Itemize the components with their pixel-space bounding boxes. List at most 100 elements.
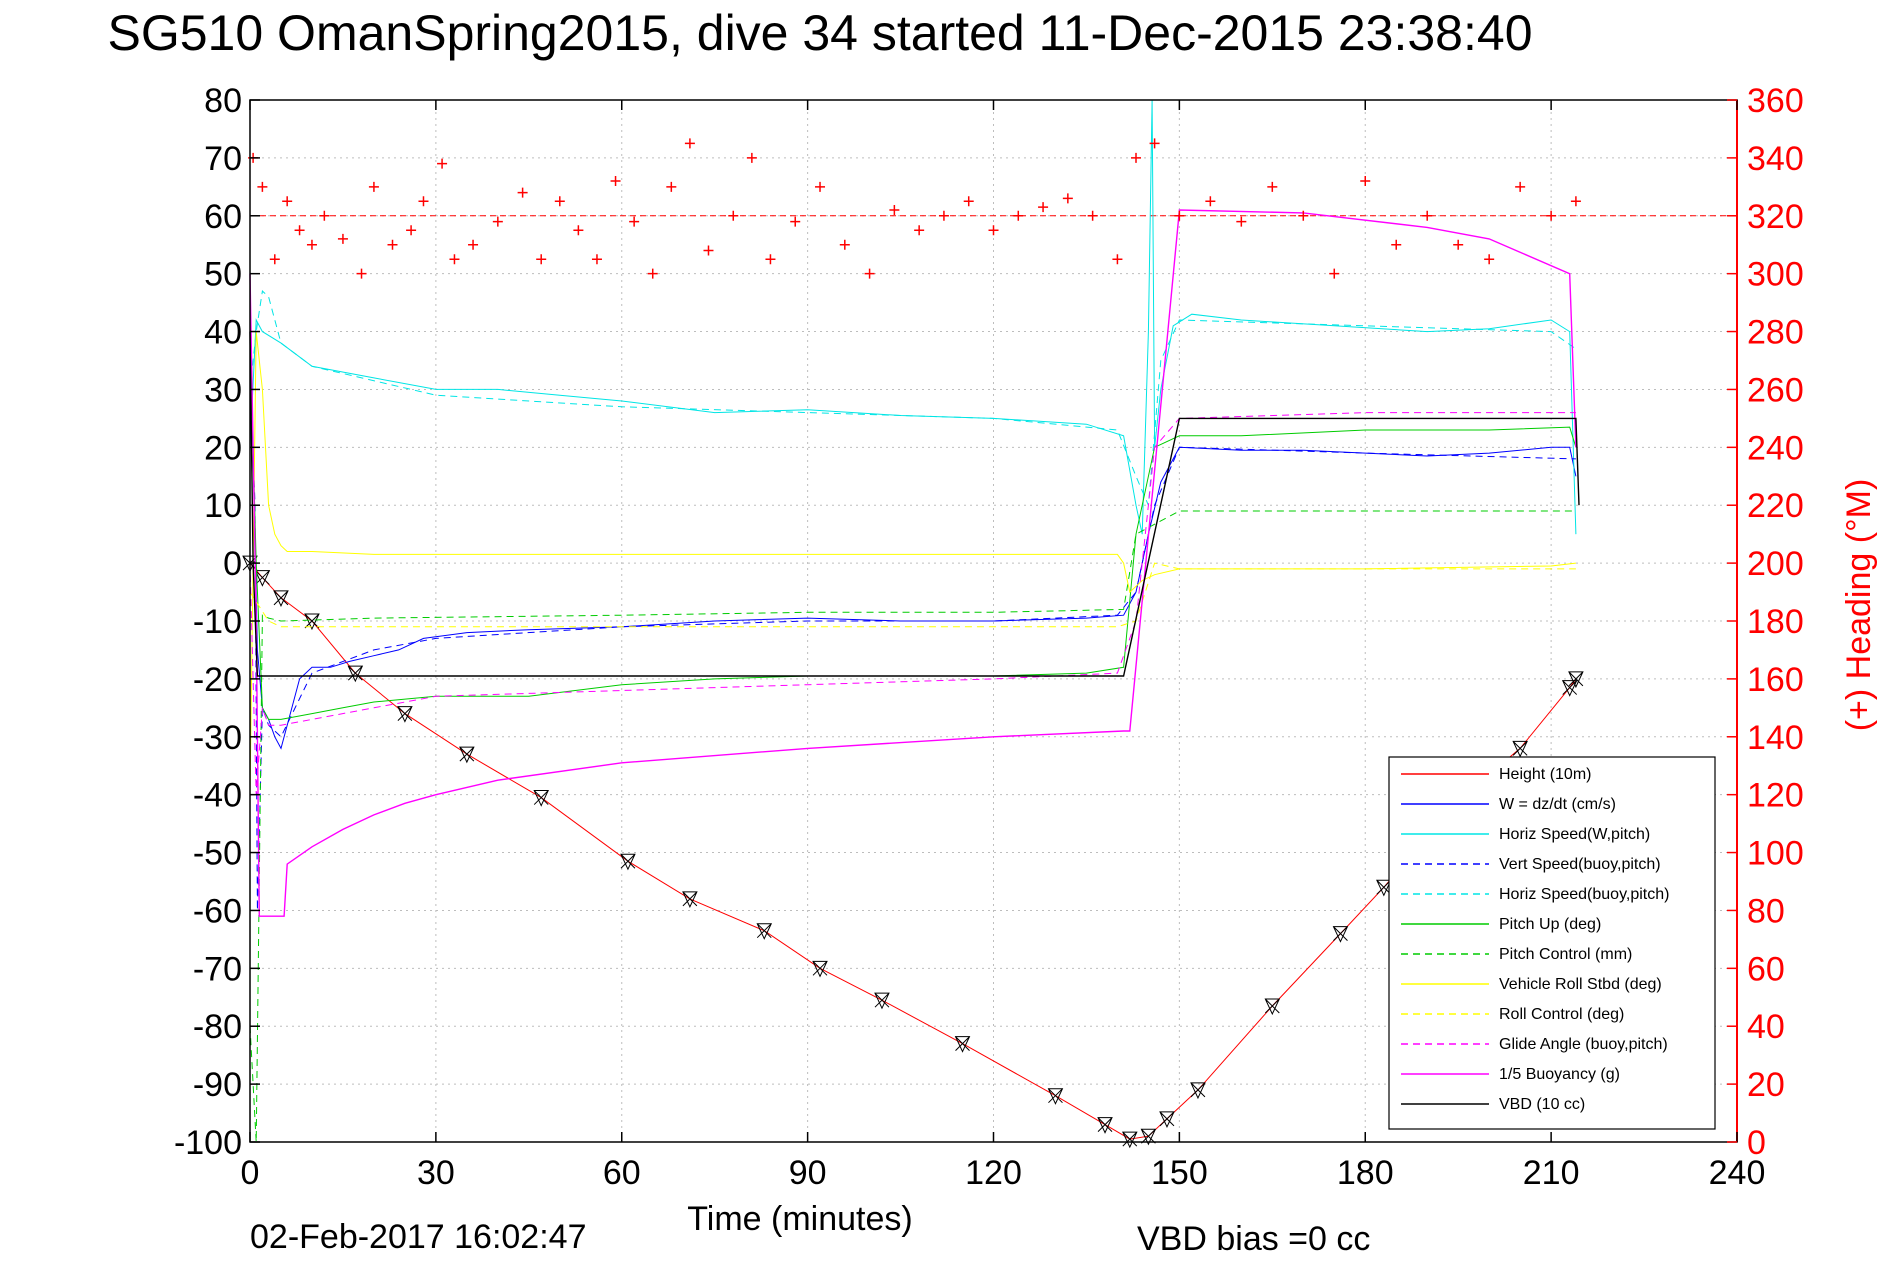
legend: Height (10m) W = dz/dt (cm/s) Horiz Speed(… (1388, 756, 1716, 1130)
footer-date: 02-Feb-2017 16:02:47 (250, 1218, 586, 1256)
height-marker (1512, 740, 1528, 758)
legend-item-label: Height (10m) (1499, 766, 1591, 783)
heading-point (573, 225, 584, 236)
chart-title: SG510 OmanSpring2015, dive 34 started 11… (108, 5, 1533, 61)
y-tick-label-left: 60 (204, 198, 242, 236)
y-tick-label-left: -60 (193, 892, 242, 930)
heading-point (647, 268, 658, 279)
heading-point (1422, 210, 1433, 221)
heading-point (282, 196, 293, 207)
y-tick-label-left: -40 (193, 777, 242, 815)
legend-item-label: Roll Control (deg) (1499, 1006, 1624, 1023)
height-marker (1190, 1082, 1206, 1100)
heading-point (963, 196, 974, 207)
height-marker (1097, 1117, 1113, 1134)
heading-point (1013, 210, 1024, 221)
x-axis-label: Time (minutes) (687, 1200, 912, 1238)
heading-point (356, 268, 367, 279)
series-vert-speed-buoy-pitch- (249, 360, 1576, 911)
heading-point (666, 181, 677, 192)
series-glide-angle-buoy-pitch- (249, 412, 1576, 795)
height-marker (273, 590, 289, 608)
grid (250, 100, 1737, 1142)
heading-point (368, 181, 379, 192)
heading-point (765, 254, 776, 265)
heading-point (703, 245, 714, 256)
heading-point (536, 254, 547, 265)
x-tick-label: 120 (965, 1154, 1022, 1192)
heading-point (839, 239, 850, 250)
heading-point (294, 225, 305, 236)
y-tick-label-right: 40 (1747, 1008, 1785, 1046)
y-tick-label-left: -80 (193, 1008, 242, 1046)
series-line (249, 331, 1580, 677)
series-line (249, 360, 1576, 911)
heading-point (610, 176, 621, 187)
height-marker (1264, 998, 1281, 1016)
heading-point (629, 216, 640, 227)
heading-point (684, 138, 695, 149)
heading-point (988, 225, 999, 236)
height-marker (1332, 926, 1349, 943)
heading-point (914, 225, 925, 236)
heading-point (418, 196, 429, 207)
heading-point (864, 268, 875, 279)
y-tick-label-right: 200 (1747, 545, 1804, 583)
y-tick-label-left: -90 (193, 1066, 242, 1104)
y-tick-label-left: 10 (204, 487, 242, 525)
heading-point (306, 239, 317, 250)
heading-point (319, 210, 330, 221)
y-tick-label-left: 20 (204, 429, 242, 467)
y-tick-label-right: 80 (1747, 892, 1785, 930)
x-tick-label: 0 (241, 1154, 260, 1192)
y-tick-label-left: -100 (174, 1124, 242, 1162)
x-tick-label: 240 (1709, 1154, 1766, 1192)
series-vehicle-roll-stbd-deg- (249, 331, 1576, 795)
height-marker (954, 1036, 971, 1053)
series-1-5-buoyancy-g- (249, 209, 1577, 917)
height-marker (397, 706, 413, 723)
y-tick-label-right: 240 (1747, 429, 1804, 467)
legend-item-label: Pitch Control (mm) (1499, 946, 1632, 963)
footer-vbd-bias: VBD bias =0 cc (1137, 1220, 1370, 1258)
height-marker (533, 790, 549, 807)
y-tick-label-left: -20 (193, 661, 242, 699)
height-marker (682, 891, 698, 909)
heading-point (406, 225, 417, 236)
y-tick-label-right: 120 (1747, 777, 1804, 815)
y-tick-label-left: 0 (223, 545, 242, 583)
heading-point (1038, 202, 1049, 213)
heading-point (1062, 193, 1073, 204)
heading-point (517, 187, 528, 198)
height-marker (756, 923, 773, 940)
heading-point (1112, 254, 1123, 265)
series-line (249, 331, 1576, 795)
heading-point (387, 239, 398, 250)
legend-item-label: VBD (10 cc) (1499, 1096, 1585, 1113)
legend-item-label: Glide Angle (buoy,pitch) (1499, 1036, 1668, 1053)
x-tick-label: 30 (417, 1154, 455, 1192)
y-tick-label-right: 300 (1747, 256, 1804, 294)
series-vbd-10-cc- (249, 331, 1580, 677)
heading-point (1546, 210, 1557, 221)
series-line (249, 209, 1577, 917)
legend-box (1388, 756, 1716, 1130)
heading-point (449, 254, 460, 265)
y-tick-label-right: 180 (1747, 603, 1804, 641)
heading-point (1149, 138, 1160, 149)
heading-point (269, 254, 280, 265)
y-tick-label-right: 20 (1747, 1066, 1785, 1104)
heading-point (1205, 196, 1216, 207)
height-marker (459, 746, 475, 764)
x-tick-label: 150 (1151, 1154, 1208, 1192)
series-pitch-control-mm- (249, 510, 1576, 1143)
heading-point (257, 181, 268, 192)
height-marker (347, 665, 364, 683)
series-heading (248, 138, 1581, 279)
heading-point (1570, 196, 1581, 207)
y-tick-label-right: 0 (1747, 1124, 1766, 1162)
legend-item-label: Pitch Up (deg) (1499, 916, 1601, 933)
series-w-dz-dt-cm-s- (249, 331, 1577, 750)
height-marker (1159, 1111, 1175, 1129)
